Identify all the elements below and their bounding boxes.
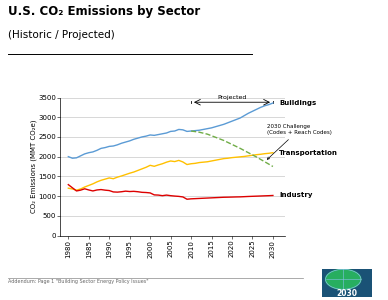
Text: (Historic / Projected): (Historic / Projected): [8, 30, 114, 40]
Text: Projected: Projected: [217, 95, 247, 100]
Text: Buildings: Buildings: [279, 100, 316, 106]
Text: Addendum: Page 1 "Building Sector Energy Policy Issues": Addendum: Page 1 "Building Sector Energy…: [8, 279, 148, 284]
Circle shape: [326, 269, 361, 289]
Text: Industry: Industry: [279, 193, 313, 199]
FancyBboxPatch shape: [322, 268, 372, 297]
Text: Transportation: Transportation: [279, 150, 338, 156]
Text: 2030: 2030: [337, 289, 358, 298]
Text: 2030 Challenge
(Codes + Reach Codes): 2030 Challenge (Codes + Reach Codes): [267, 124, 332, 159]
Text: U.S. CO₂ Emissions by Sector: U.S. CO₂ Emissions by Sector: [8, 4, 200, 17]
Y-axis label: CO₂ Emissions (MMT CO₂e): CO₂ Emissions (MMT CO₂e): [30, 120, 36, 213]
